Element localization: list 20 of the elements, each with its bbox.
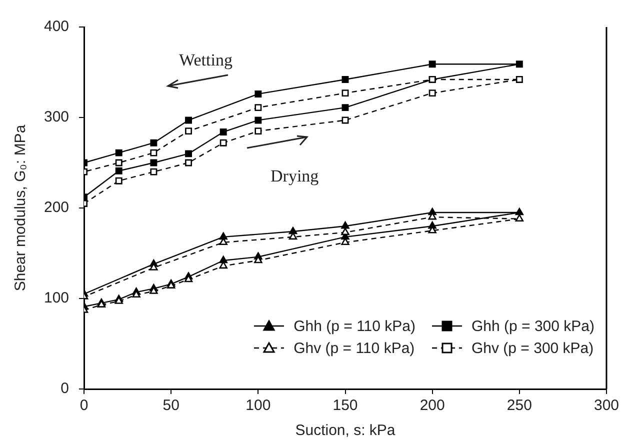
y-tick-label: 0 [60,380,70,398]
legend-label: Ghv (p = 300 kPa) [472,340,594,356]
x-tick-label: 300 [594,397,619,414]
legend-label: Ghh (p = 300 kPa) [472,318,594,334]
x-tick-label: 200 [420,397,445,414]
y-tick-label: 400 [44,18,70,36]
y-tick-label: 200 [44,199,70,216]
annotation: Wetting [179,50,233,70]
x-tick-label: 150 [332,397,358,414]
legend-label: Ghh (p = 110 kPa) [294,318,416,334]
y-tick-label: 100 [44,290,70,307]
x-tick-label: 50 [162,397,180,414]
x-axis-title: Suction, s: kPa [295,422,396,440]
annotation: Drying [270,166,320,186]
x-tick-label: 0 [80,397,88,414]
x-tick-label: 100 [246,397,271,414]
y-tick-label: 300 [44,108,70,126]
legend-label: Ghv (p = 110 kPa) [294,340,415,356]
y-axis-title: Shear modulus, G₀: MPa [12,124,30,292]
x-tick-label: 250 [506,397,532,414]
